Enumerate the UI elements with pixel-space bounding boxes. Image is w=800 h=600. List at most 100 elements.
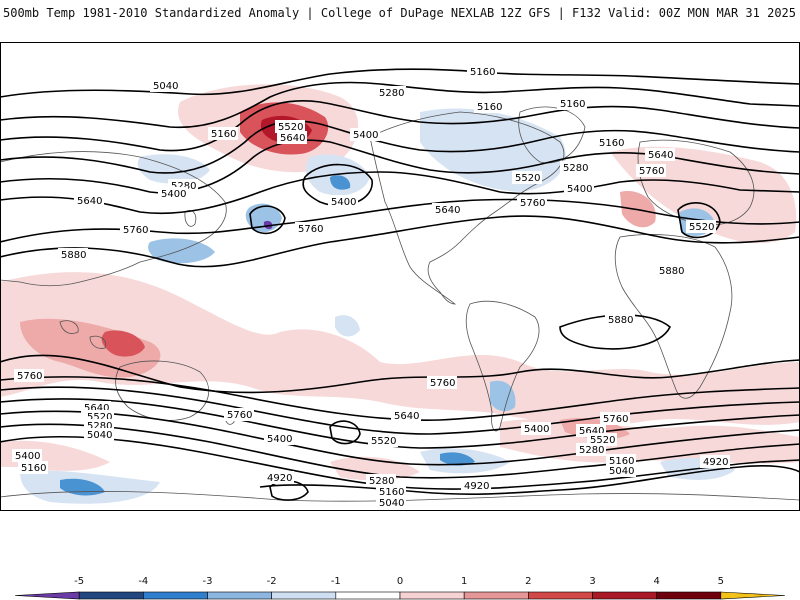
contour-label: 5640 xyxy=(648,150,673,161)
contour-label: 5040 xyxy=(153,81,178,92)
anomaly-shading xyxy=(0,84,800,504)
contour-label: 5400 xyxy=(331,197,356,208)
anomaly-negative-alaska-core xyxy=(330,175,351,190)
contour-4920 xyxy=(259,465,800,495)
colorbar-segment xyxy=(528,591,593,600)
contour-label: 5760 xyxy=(639,166,664,177)
contour-label: 5520 xyxy=(87,412,112,423)
contour-label: 5160 xyxy=(211,129,236,140)
colorbar-label: -4 xyxy=(138,576,148,587)
contour-label: 5400 xyxy=(161,189,186,200)
colorbar-segment xyxy=(14,591,80,600)
contour-label: 5640 xyxy=(84,403,109,414)
contour-label: 4920 xyxy=(464,481,489,492)
contour-low-alaska xyxy=(302,163,373,207)
coastline-north-america xyxy=(369,111,565,305)
contour-label: 5760 xyxy=(123,225,148,236)
colorbar-segment xyxy=(399,591,465,600)
colorbar-segment xyxy=(656,591,722,600)
colorbar-label: 0 xyxy=(397,576,403,587)
contour-low-europe xyxy=(677,202,721,239)
colorbar-label: 1 xyxy=(461,576,467,587)
contour-5400-south xyxy=(0,398,800,449)
anomaly-extreme-npac-low xyxy=(263,220,273,230)
contour-label: 5760 xyxy=(298,224,323,235)
contour-label: 5280 xyxy=(171,181,196,192)
contour-5520-south xyxy=(0,386,800,435)
contour-5160-south xyxy=(0,423,800,479)
map-title: 500mb Temp 1981-2010 Standardized Anomal… xyxy=(3,6,495,20)
contour-labels: 5040 5160 5280 5160 5160 5520 5640 5400 … xyxy=(12,65,730,509)
colorbar-label: 5 xyxy=(718,576,724,587)
colorbar-labels: -5 -4 -3 -2 -1 0 1 2 3 4 5 xyxy=(74,576,724,587)
contour-label: 5640 xyxy=(77,196,102,207)
contour-5760-south xyxy=(0,354,800,394)
coastline-australia xyxy=(115,360,209,421)
contour-label: 5880 xyxy=(61,250,86,261)
contour-label: 5520 xyxy=(590,435,615,446)
anomaly-positive-tropics xyxy=(0,272,800,426)
contour-label: 5040 xyxy=(609,466,634,477)
contour-5880-north xyxy=(0,215,800,268)
colorbar-label: 4 xyxy=(653,576,659,587)
coastline-south-america xyxy=(465,300,540,432)
contour-label: 5040 xyxy=(87,430,112,441)
contour-label: 5280 xyxy=(579,445,604,456)
contour-label: 5880 xyxy=(608,315,633,326)
contour-5280-north xyxy=(0,100,800,152)
contour-label: 5640 xyxy=(435,205,460,216)
contour-label: 4920 xyxy=(703,457,728,468)
contour-label: 5880 xyxy=(659,266,684,277)
contour-low-south xyxy=(329,420,361,445)
contour-label: 5640 xyxy=(280,133,305,144)
contour-label: 5520 xyxy=(371,436,396,447)
contour-label: 5160 xyxy=(560,99,585,110)
contour-label: 5520 xyxy=(278,122,303,133)
coastline-indonesia xyxy=(59,320,107,349)
anomaly-negative-south-atlantic-core xyxy=(440,452,475,466)
colorbar-segments xyxy=(14,591,786,600)
contour-label: 5280 xyxy=(563,163,588,174)
contour-5280-south xyxy=(0,410,800,466)
coastline-greenland xyxy=(518,106,586,164)
contour-label: 4920 xyxy=(267,473,292,484)
colorbar-label: 3 xyxy=(589,576,595,587)
colorbar-segment xyxy=(463,591,529,600)
colorbar-label: -1 xyxy=(331,576,341,587)
contour-label: 5160 xyxy=(21,463,46,474)
colorbar-label: -2 xyxy=(267,576,277,587)
contour-label: 5640 xyxy=(579,426,604,437)
contour-label: 5520 xyxy=(515,173,540,184)
colorbar-segment xyxy=(143,591,208,600)
colorbar-label: 2 xyxy=(525,576,531,587)
coastline-asia xyxy=(0,151,227,287)
contour-label: 5160 xyxy=(477,102,502,113)
contour-label: 5760 xyxy=(520,198,545,209)
colorbar: -5 -4 -3 -2 -1 0 1 2 3 4 5 xyxy=(14,576,786,600)
contour-label: 5400 xyxy=(524,424,549,435)
contour-label: 5040 xyxy=(379,498,404,509)
coastline-antarctica xyxy=(0,491,800,502)
colorbar-segment xyxy=(720,591,786,600)
contour-label: 5160 xyxy=(599,138,624,149)
colorbar-segment xyxy=(592,591,657,600)
contour-label: 5160 xyxy=(379,487,404,498)
colorbar-segment xyxy=(335,591,401,600)
coastlines xyxy=(0,106,800,502)
colorbar-segment xyxy=(207,591,272,600)
contour-label: 5760 xyxy=(603,414,628,425)
contour-label: 5760 xyxy=(17,371,42,382)
contour-label: 5400 xyxy=(567,184,592,195)
colorbar-label: -3 xyxy=(203,576,213,587)
contour-5040-north xyxy=(0,68,800,98)
header: 500mb Temp 1981-2010 Standardized Anomal… xyxy=(0,0,800,26)
anomaly-negative-wpac xyxy=(148,238,215,264)
contour-label: 5760 xyxy=(430,378,455,389)
contour-low-npac xyxy=(249,205,286,235)
coastline-africa xyxy=(614,234,733,399)
contour-label: 5400 xyxy=(267,434,292,445)
contour-5640-north xyxy=(0,171,800,215)
colorbar-segment xyxy=(78,591,144,600)
contour-label: 5280 xyxy=(379,88,404,99)
contour-label: 5520 xyxy=(689,222,714,233)
